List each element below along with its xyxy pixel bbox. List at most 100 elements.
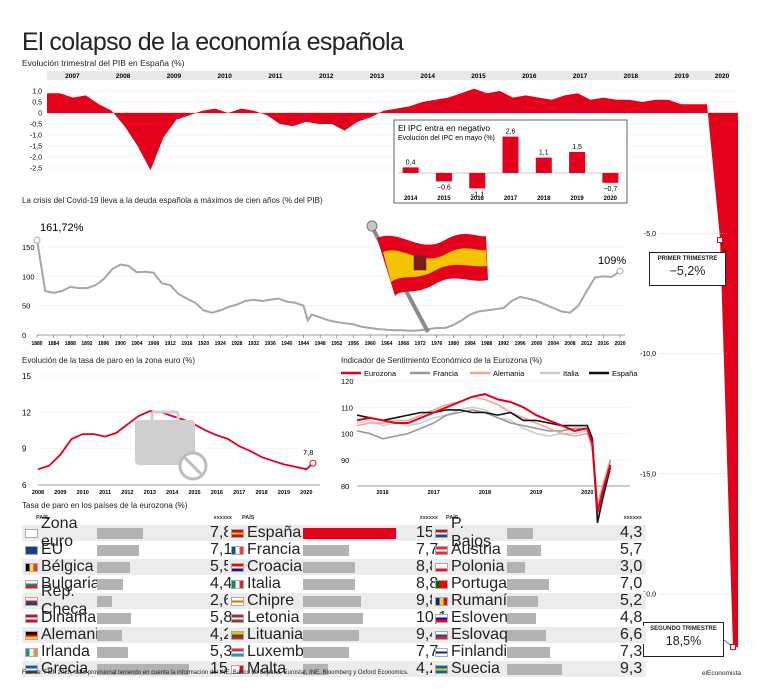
unemployment-value: 4,3 — [620, 524, 643, 541]
deuda-start-label: 161,72% — [40, 222, 84, 234]
table-row: Austria 5,7 — [432, 541, 646, 558]
flag-icon — [231, 579, 244, 589]
deuda-y-tick: 50 — [22, 302, 30, 311]
bar-track — [97, 629, 210, 641]
flag-icon — [25, 596, 38, 606]
sentimiento-y-tick: 120 — [341, 377, 354, 386]
unemployment-bar — [303, 646, 349, 658]
flag-icon — [25, 613, 38, 623]
flag-icon — [231, 664, 244, 674]
sentimiento-legend-label: Eurozona — [364, 369, 397, 378]
unemployment-value: 7,1 — [210, 541, 233, 558]
ipc-value-label: −0,7 — [603, 186, 617, 193]
unemployment-value: 3,0 — [620, 558, 643, 575]
sentimiento-x-tick: 2020 — [581, 490, 593, 496]
ipc-year-label: 2019 — [570, 196, 584, 202]
table-row: Finlandia 7,3 — [432, 643, 646, 660]
paro-y-tick: 15 — [22, 372, 31, 381]
table-row: Francia 7,7 — [228, 541, 442, 558]
table-row: Lituania 9,4 — [228, 626, 442, 643]
country-name: Letonia — [247, 609, 300, 626]
pib-y-tick: -1,5 — [30, 144, 42, 151]
ipc-subtitle: Evolución del IPC en mayo (%) — [398, 135, 495, 142]
q1-value: −5,2% — [669, 264, 706, 278]
unemployment-bar — [507, 646, 551, 658]
country-name: EU — [41, 541, 64, 558]
unemployment-bar — [303, 561, 356, 573]
ipc-bar — [535, 157, 552, 173]
table-row: Bulgaria 4,4 — [22, 575, 236, 592]
bar-track — [507, 595, 620, 607]
ipc-bar — [402, 167, 419, 173]
deuda-x-tick: 1952 — [331, 341, 342, 347]
sentimiento-chart: Eurozona Francia Alemania Italia España 120 11… — [341, 369, 638, 523]
bar-track — [507, 544, 620, 556]
deuda-x-tick: 1904 — [131, 341, 142, 347]
deuda-x-tick: 1980 — [448, 341, 459, 347]
unemployment-bar — [303, 612, 363, 624]
country-name: Croacia — [247, 558, 303, 575]
deuda-x-tick: 1912 — [165, 341, 176, 347]
country-name: Alemania — [41, 626, 97, 643]
table-row: Zona euro 7,8 — [22, 515, 236, 550]
deuda-x-tick: 2008 — [564, 341, 575, 347]
table-row: Alemania 4,2 — [22, 626, 236, 643]
deuda-x-tick: 1996 — [514, 341, 525, 347]
paro-x-tick: 2010 — [77, 490, 89, 496]
paro-y-tick: 6 — [22, 481, 27, 490]
pib-year-label: 2009 — [167, 73, 182, 80]
deuda-x-tick: 1896 — [98, 341, 109, 347]
deuda-x-tick: 2016 — [598, 341, 609, 347]
bar-track — [303, 595, 416, 607]
table-row: España15,6 — [228, 524, 447, 541]
unemployment-bar — [303, 663, 328, 675]
table-row: Dinamarca 5,8 — [22, 609, 236, 626]
country-name: Italia — [247, 575, 281, 592]
paro-x-tick: 2020 — [300, 490, 312, 496]
pib-year-label: 2018 — [624, 73, 639, 80]
ipc-bar — [502, 136, 519, 173]
ipc-value-label: 0,4 — [406, 159, 416, 166]
sentimiento-x-tick: 2018 — [479, 490, 491, 496]
paro-x-tick: 2012 — [121, 490, 133, 496]
sentimiento-legend-label: Italia — [563, 369, 580, 378]
paro-x-tick: 2013 — [144, 490, 156, 496]
sentimiento-x-tick: 2017 — [428, 490, 440, 496]
ipc-value-label: 2,6 — [506, 129, 516, 136]
col-valor-header: xxxxxx — [419, 514, 438, 521]
country-name: Irlanda — [41, 643, 90, 660]
table-row: Irlanda 5,3 — [22, 643, 236, 660]
deuda-x-tick: 1976 — [431, 341, 442, 347]
bar-track — [507, 663, 620, 675]
pib-y-tick: -0,5 — [30, 122, 42, 129]
unemployment-bar — [97, 646, 129, 658]
spain-flag-illustration — [366, 220, 488, 333]
sentimiento-y-tick: 110 — [341, 403, 353, 412]
flag-icon — [25, 562, 38, 572]
bar-track — [97, 578, 210, 590]
deuda-x-tick: 2004 — [548, 341, 559, 347]
bar-track — [303, 527, 416, 539]
deuda-chart: 150 100 50 0 1880 1884 1888 1892 1896 1900 1904 190… — [22, 222, 626, 347]
deuda-x-tick: 1988 — [481, 341, 492, 347]
unemployment-table-1: PAÍS xxxxxx Zona euro 7,8 EU 7,1 Bélgica 5,5 Bul… — [22, 513, 241, 677]
pib-year-label: 2013 — [370, 73, 385, 80]
sentimiento-line-alemania — [356, 395, 612, 505]
deuda-x-tick: 1884 — [48, 341, 59, 347]
flag-icon — [25, 664, 38, 674]
pib-subtitle: Evolución trimestral del PIB en España (… — [22, 58, 185, 68]
deuda-x-tick: 1888 — [65, 341, 76, 347]
ipc-year-label: 2014 — [404, 196, 418, 202]
pib-y-tick: 0,5 — [32, 100, 42, 107]
flag-pole-knob — [366, 220, 378, 232]
table-row: Malta 4,2 — [228, 660, 442, 677]
q2-marker — [730, 644, 736, 650]
flag-icon — [435, 630, 448, 640]
pib-right-tick: -5,0 — [644, 231, 656, 238]
flag-icon — [231, 613, 244, 623]
country-name: Francia — [247, 541, 301, 558]
unemployment-value: 6,6 — [620, 626, 643, 643]
table-row: Italia 8,8 — [228, 575, 442, 592]
paro-chart: 15 12 9 6 2008 2009 2010 2011 2012 2013 2014 2015 20… — [22, 372, 320, 496]
deuda-x-tick: 1932 — [248, 341, 259, 347]
